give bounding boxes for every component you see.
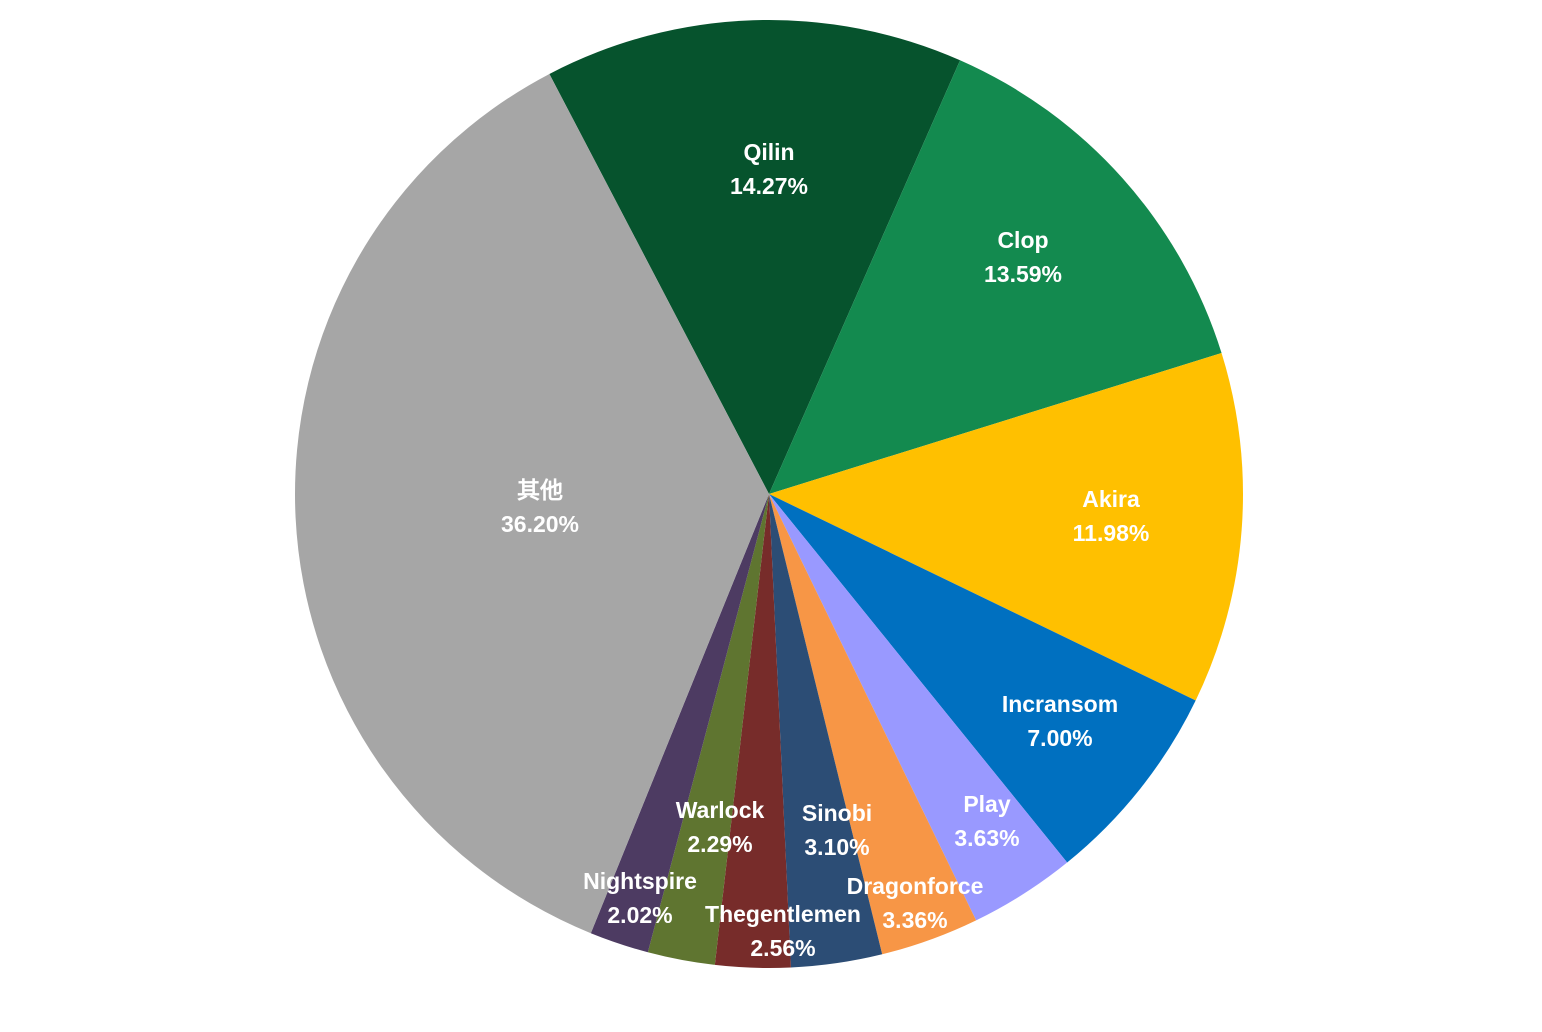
pie-slice-4 (769, 494, 1068, 921)
slice-label: Incransom (1002, 691, 1118, 717)
pie-slice-0 (549, 20, 961, 494)
slice-value-label: 3.10% (804, 834, 869, 860)
pie-slice-8 (647, 494, 769, 965)
slice-value-label: 14.27% (730, 173, 808, 199)
slice-label: Sinobi (802, 800, 872, 826)
pie-slice-6 (769, 494, 883, 968)
slice-value-label: 7.00% (1027, 725, 1092, 751)
slice-label: Play (963, 791, 1011, 817)
pie-slice-7 (714, 494, 791, 968)
slice-label: 其他 (517, 477, 563, 503)
pie-slice-10 (294, 73, 769, 934)
pie-slice-5 (769, 494, 977, 955)
slice-label: Clop (997, 227, 1048, 253)
slice-value-label: 3.63% (954, 825, 1019, 851)
slice-value-label: 2.29% (687, 831, 752, 857)
slice-value-label: 2.02% (607, 902, 672, 928)
slice-label: Akira (1082, 486, 1140, 512)
pie-slice-2 (769, 353, 1243, 701)
slice-label: Dragonforce (847, 873, 984, 899)
slice-value-label: 13.59% (984, 261, 1062, 287)
pie-slice-9 (590, 494, 769, 953)
slice-label: Qilin (743, 139, 794, 165)
slice-label: Nightspire (583, 868, 697, 894)
slice-value-label: 2.56% (750, 935, 815, 961)
slice-label: Warlock (676, 797, 765, 823)
slice-value-label: 36.20% (501, 511, 579, 537)
pie-slice-1 (769, 60, 1222, 494)
slice-value-label: 11.98% (1073, 520, 1150, 546)
slice-value-label: 3.36% (882, 907, 947, 933)
slice-label: Thegentlemen (705, 901, 861, 927)
pie-slice-3 (769, 494, 1196, 863)
